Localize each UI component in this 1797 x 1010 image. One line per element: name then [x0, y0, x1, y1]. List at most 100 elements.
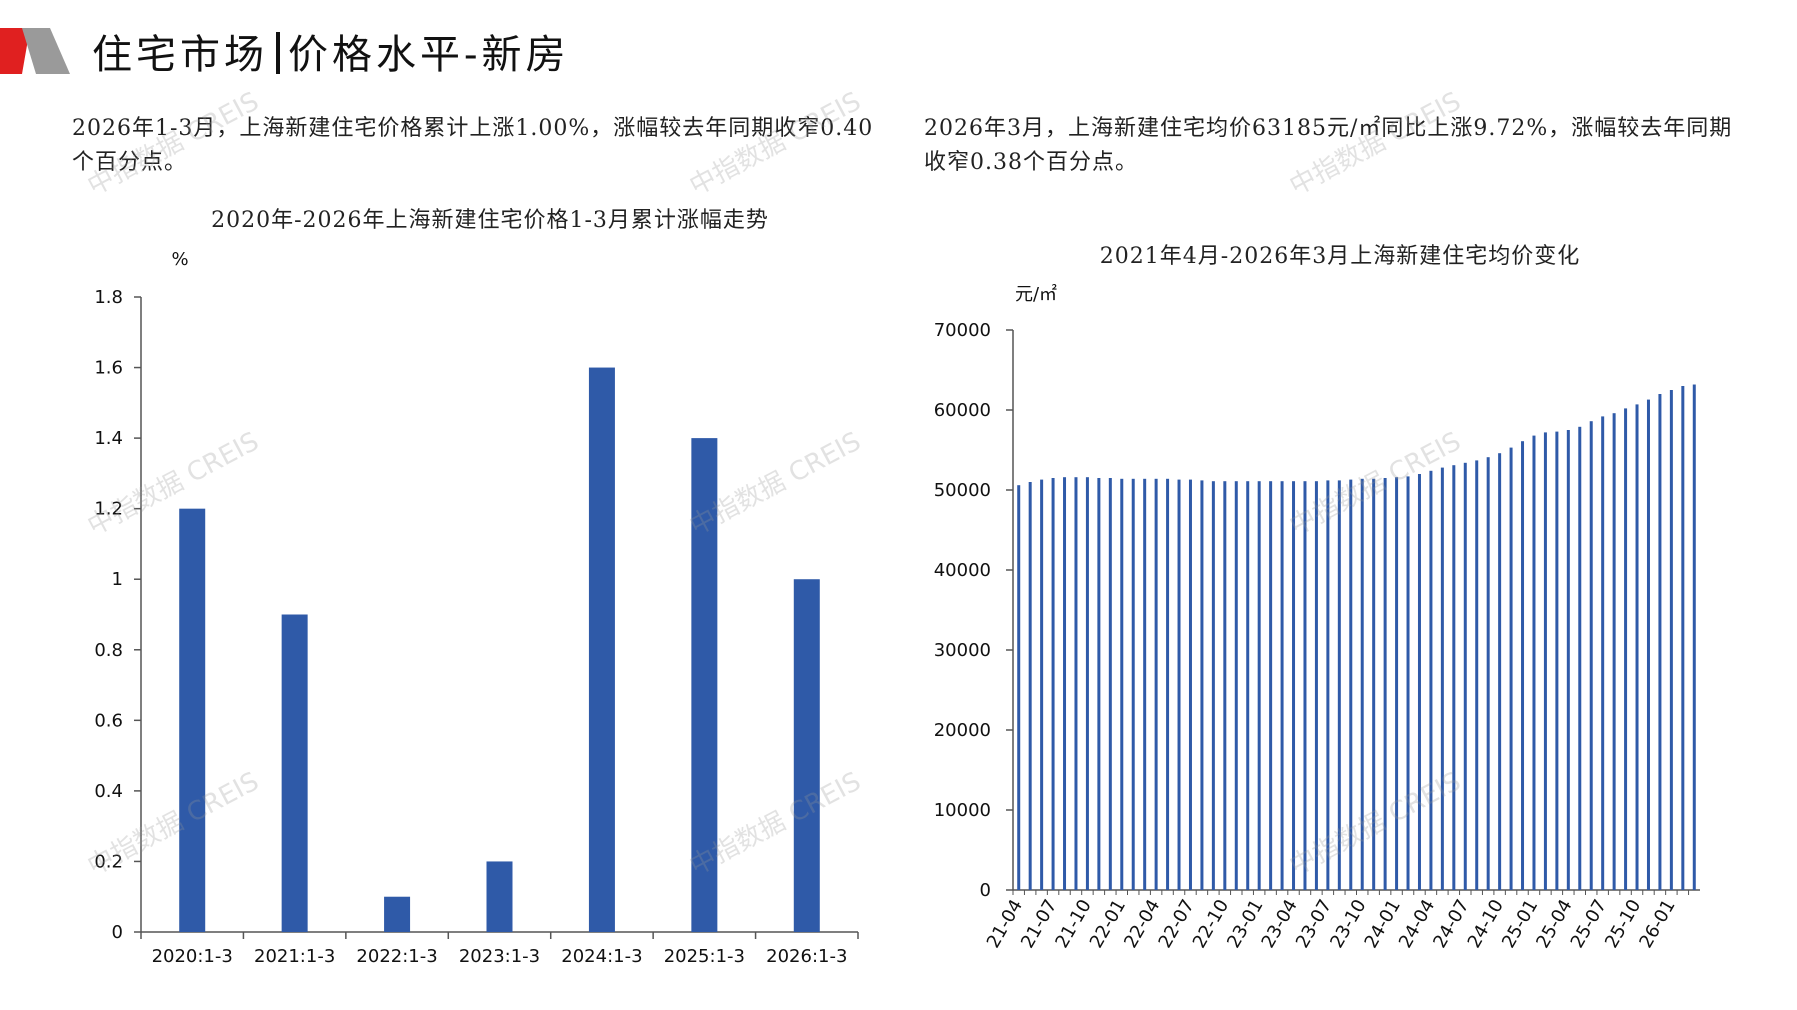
bar-26-03 [1692, 384, 1696, 890]
y-tick-label: 1.8 [94, 287, 123, 308]
y-axis: 0 0.2 0.4 0.6 0.8 1 1.2 1.4 1.6 1.8 [94, 287, 142, 943]
bar-24-11 [1509, 447, 1513, 890]
bar-21-08 [1063, 477, 1067, 890]
logo-gray-shape [22, 28, 70, 74]
bar-25-08 [1612, 413, 1616, 890]
description-right: 2026年3月，上海新建住宅均价63185元/㎡同比上涨9.72%，涨幅较去年同… [924, 116, 1733, 175]
bar-24-04 [1429, 470, 1433, 890]
bar-23-01 [1257, 481, 1261, 890]
bar-22-02 [1131, 478, 1135, 890]
y-tick-label: 0.4 [94, 781, 123, 802]
page-title-main: 住宅市场 [92, 32, 268, 78]
bar-23-06 [1314, 481, 1318, 890]
bar-26-01 [1669, 390, 1673, 890]
bar-series [179, 367, 820, 932]
bar-23-10 [1360, 478, 1364, 890]
bar-21-07 [1051, 478, 1055, 890]
bar-24-07 [1463, 462, 1467, 890]
bar-21-12 [1108, 478, 1112, 890]
bar-22-09 [1211, 481, 1215, 890]
bar-25-11 [1646, 399, 1650, 890]
bar-22-11 [1234, 481, 1238, 890]
bar-24-03 [1417, 474, 1421, 890]
y-axis-unit-label: 元/㎡ [1015, 283, 1057, 305]
x-axis: 21-0421-0721-1022-0122-0422-0722-1023-01… [983, 889, 1700, 952]
y-tick-label: 0 [112, 922, 123, 943]
bar-24-06 [1452, 465, 1456, 890]
bar-23-09 [1349, 479, 1353, 890]
bar-25-06 [1589, 421, 1593, 890]
bar-25-03 [1555, 431, 1559, 890]
y-tick-label: 1.6 [94, 358, 123, 379]
bar-21-09 [1074, 477, 1078, 890]
bar-24-08 [1475, 460, 1479, 890]
cumulative-growth-bar-chart: % 00.20.40.60.811.21.41.61.8 2020:1-3 202… [94, 249, 859, 967]
bar-25-07 [1601, 416, 1605, 890]
x-tick-label: 2022:1-3 [356, 946, 437, 967]
y-tick-label: 70000 [934, 320, 991, 341]
bar-23-12 [1383, 478, 1387, 890]
bar-2023:1-3 [486, 861, 513, 932]
y-tick-label: 50000 [934, 480, 991, 501]
bar-22-03 [1143, 478, 1147, 890]
y-tick-label: 0 [980, 880, 991, 901]
bar-24-12 [1521, 441, 1525, 890]
y-tick-label: 1.4 [94, 428, 123, 449]
chart-title-monthly-price: 2021年4月-2026年3月上海新建住宅均价变化 [1099, 244, 1581, 269]
y-tick-label: 10000 [934, 800, 991, 821]
bar-21-11 [1097, 478, 1101, 890]
bar-25-12 [1658, 394, 1662, 890]
bar-24-02 [1406, 476, 1410, 890]
y-tick-label: 0.8 [94, 640, 123, 661]
bar-25-05 [1578, 426, 1582, 890]
bar-23-03 [1280, 481, 1284, 890]
chart-title-cumulative: 2020年-2026年上海新建住宅价格1-3月累计涨幅走势 [211, 208, 769, 233]
x-tick-label: 2026:1-3 [766, 946, 847, 967]
bar-22-10 [1223, 481, 1227, 890]
y-tick-label: 40000 [934, 560, 991, 581]
y-tick-label: 60000 [934, 400, 991, 421]
x-tick-label: 2025:1-3 [664, 946, 745, 967]
x-tick-label: 2020:1-3 [152, 946, 233, 967]
bar-23-07 [1326, 480, 1330, 890]
bar-2022:1-3 [384, 896, 411, 932]
bar-21-10 [1085, 477, 1089, 890]
y-tick-label: 30000 [934, 640, 991, 661]
bar-22-08 [1200, 480, 1204, 890]
bar-2021:1-3 [281, 614, 308, 932]
bar-26-02 [1681, 386, 1685, 890]
bar-21-05 [1028, 482, 1032, 890]
bar-2025:1-3 [691, 438, 718, 932]
bar-22-01 [1120, 478, 1124, 890]
bar-22-07 [1188, 479, 1192, 890]
description-left: 2026年1-3月，上海新建住宅价格累计上涨1.00%，涨幅较去年同期收窄0.4… [72, 116, 874, 175]
x-tick-label: 2023:1-3 [459, 946, 540, 967]
company-logo [0, 28, 70, 74]
bar-23-04 [1292, 481, 1296, 890]
bar-2026:1-3 [793, 579, 820, 932]
bar-23-02 [1269, 481, 1273, 890]
bar-22-04 [1154, 478, 1158, 890]
bar-22-12 [1246, 481, 1250, 890]
bar-23-11 [1372, 478, 1376, 890]
x-tick-label: 2024:1-3 [561, 946, 642, 967]
y-tick-label: 1 [112, 569, 123, 590]
bar-24-09 [1486, 457, 1490, 890]
x-tick-label: 2021:1-3 [254, 946, 335, 967]
x-axis: 2020:1-3 2021:1-3 2022:1-3 2023:1-3 2024:1-3… [140, 931, 859, 967]
bar-22-06 [1177, 479, 1181, 890]
page-title: 住宅市场 价格水平-新房 [92, 22, 570, 80]
y-tick-label: 20000 [934, 720, 991, 741]
bar-25-01 [1532, 435, 1536, 890]
bar-24-05 [1440, 467, 1444, 890]
bar-21-04 [1017, 485, 1021, 890]
bar-series [1017, 384, 1696, 890]
bar-25-04 [1566, 430, 1570, 890]
bar-23-05 [1303, 481, 1307, 890]
bar-22-05 [1166, 478, 1170, 890]
bar-25-02 [1543, 432, 1547, 890]
logo-red-shape [0, 28, 30, 74]
bar-24-01 [1395, 477, 1399, 890]
bar-25-10 [1635, 404, 1639, 890]
